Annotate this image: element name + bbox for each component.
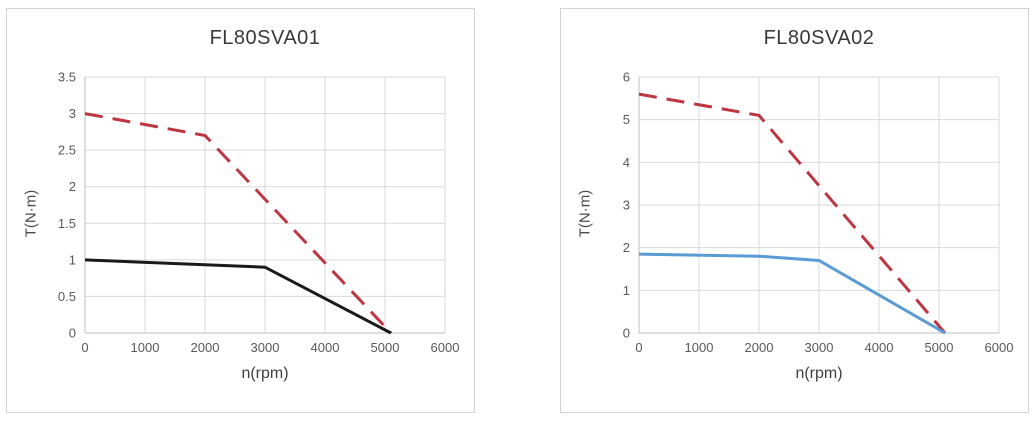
y-tick-label: 0.5	[58, 289, 76, 304]
x-tick-label: 1000	[131, 340, 160, 355]
y-tick-label: 2.5	[58, 143, 76, 158]
y-tick-label: 0	[623, 326, 630, 341]
chart-title: FL80SVA02	[763, 27, 875, 49]
x-tick-label: 0	[635, 340, 642, 355]
x-axis-title: n(rpm)	[241, 365, 289, 382]
x-tick-label: 0	[81, 340, 88, 355]
y-tick-label: 6	[623, 70, 630, 85]
peak-torque-line	[84, 112, 393, 335]
x-tick-label: 6000	[431, 340, 460, 355]
y-tick-label: 0	[69, 326, 76, 341]
y-tick-label: 3	[69, 106, 76, 121]
y-tick-label: 5	[623, 112, 630, 127]
x-tick-label: 3000	[805, 340, 834, 355]
x-axis-title: n(rpm)	[795, 365, 843, 382]
x-tick-label: 5000	[371, 340, 400, 355]
y-tick-label: 1.5	[58, 216, 76, 231]
continuous-torque-line	[84, 258, 392, 335]
y-tick-label: 2	[69, 179, 76, 194]
chart-panel-fl80sva01: FL80SVA01 T(N·m) 0 1000 2000 3000 4000 5000 60…	[6, 8, 475, 413]
x-tick-label: 4000	[865, 340, 894, 355]
torque-speed-chart: 0 1000 2000 3000 4000 5000 6000 0 0.5 1 1.5 2 2.5 3 3.…	[58, 70, 460, 356]
y-tick-label: 2	[623, 240, 630, 255]
x-tick-label: 2000	[745, 340, 774, 355]
y-tick-label: 4	[623, 155, 630, 170]
peak-torque-line	[638, 92, 947, 334]
continuous-torque-line	[638, 252, 946, 335]
y-tick-label: 1	[623, 283, 630, 298]
x-tick-label: 3000	[251, 340, 280, 355]
y-tick-label: 3.5	[58, 70, 76, 85]
x-tick-label: 4000	[311, 340, 340, 355]
chart-panel-fl80sva02: FL80SVA02 T(N·m) 0 1000 2000 3000 4000 5000 60…	[560, 8, 1029, 413]
torque-speed-chart: 0 1000 2000 3000 4000 5000 6000 0 1 2 3 4 5 6	[623, 70, 1014, 356]
y-tick-label: 3	[623, 198, 630, 213]
chart-title: FL80SVA01	[209, 27, 321, 49]
x-tick-label: 1000	[685, 340, 714, 355]
x-tick-label: 2000	[191, 340, 220, 355]
y-tick-label: 1	[69, 252, 76, 267]
x-tick-label: 6000	[985, 340, 1014, 355]
x-tick-label: 5000	[925, 340, 954, 355]
